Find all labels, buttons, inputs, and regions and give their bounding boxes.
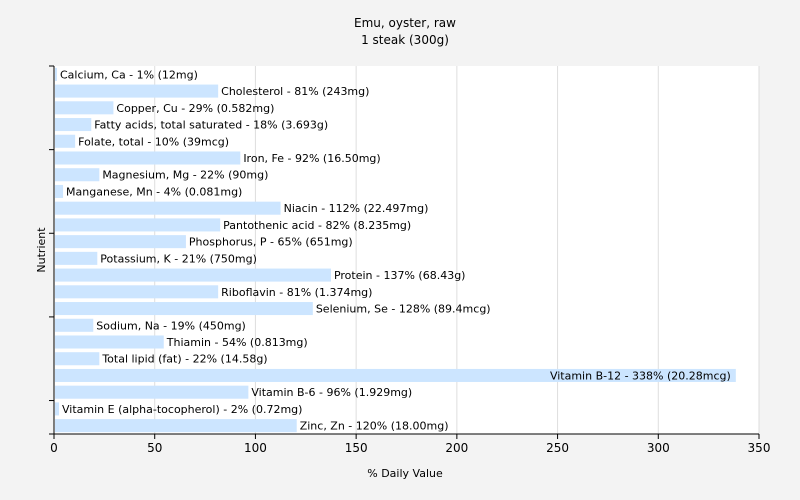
bar bbox=[55, 318, 94, 332]
bar-label: Iron, Fe - 92% (16.50mg) bbox=[243, 152, 380, 165]
x-tick-label: 200 bbox=[445, 441, 468, 455]
x-axis-ticks: 0 50 100 150 200 250 300 350 bbox=[50, 434, 770, 455]
bar bbox=[55, 67, 58, 81]
x-tick-label: 250 bbox=[546, 441, 569, 455]
bar bbox=[55, 134, 76, 148]
bar bbox=[55, 168, 100, 182]
bar bbox=[55, 352, 100, 366]
bar bbox=[55, 302, 313, 316]
bar-label: Cholesterol - 81% (243mg) bbox=[221, 85, 369, 98]
chart-title: Emu, oyster, raw bbox=[354, 16, 456, 30]
y-axis-ticks bbox=[49, 65, 54, 435]
bar-label: Phosphorus, P - 65% (651mg) bbox=[189, 236, 353, 249]
y-axis-label: Nutrient bbox=[35, 227, 48, 273]
bar bbox=[55, 251, 98, 265]
x-axis-label: % Daily Value bbox=[367, 467, 443, 480]
bar-label: Selenium, Se - 128% (89.4mcg) bbox=[316, 303, 491, 316]
bar-label: Copper, Cu - 29% (0.582mg) bbox=[116, 102, 274, 115]
bar bbox=[55, 235, 186, 249]
bars: Calcium, Ca - 1% (12mg) Cholesterol - 81%… bbox=[55, 67, 736, 433]
x-tick-label: 350 bbox=[748, 441, 771, 455]
bar-label: Vitamin B-12 - 338% (20.28mcg) bbox=[550, 369, 731, 382]
bar-label: Potassium, K - 21% (750mg) bbox=[100, 252, 257, 265]
bar bbox=[55, 268, 331, 282]
bar bbox=[55, 151, 241, 165]
bar bbox=[55, 118, 92, 132]
bar-label: Niacin - 112% (22.497mg) bbox=[284, 202, 429, 215]
x-tick-label: 0 bbox=[50, 441, 58, 455]
bar bbox=[55, 101, 114, 115]
bar bbox=[55, 184, 64, 198]
bar-label: Calcium, Ca - 1% (12mg) bbox=[60, 68, 198, 81]
bar-label: Vitamin B-6 - 96% (1.929mg) bbox=[251, 386, 412, 399]
bar-label: Riboflavin - 81% (1.374mg) bbox=[221, 286, 372, 299]
bar-label: Thiamin - 54% (0.813mg) bbox=[166, 336, 308, 349]
bar-label: Folate, total - 10% (39mcg) bbox=[78, 135, 229, 148]
bar-label: Sodium, Na - 19% (450mg) bbox=[96, 319, 246, 332]
bar-label: Manganese, Mn - 4% (0.081mg) bbox=[66, 185, 242, 198]
bar-label: Pantothenic acid - 82% (8.235mg) bbox=[223, 219, 411, 232]
bar bbox=[55, 335, 164, 349]
bar bbox=[55, 385, 249, 399]
bar bbox=[55, 419, 297, 433]
chart-subtitle: 1 steak (300g) bbox=[361, 33, 449, 47]
x-tick-label: 100 bbox=[244, 441, 267, 455]
bar bbox=[55, 368, 736, 382]
bar-label: Vitamin E (alpha-tocopherol) - 2% (0.72m… bbox=[62, 403, 302, 416]
bar-label: Total lipid (fat) - 22% (14.58g) bbox=[101, 353, 267, 366]
bar bbox=[55, 402, 60, 416]
bar-label: Magnesium, Mg - 22% (90mg) bbox=[102, 169, 268, 182]
x-tick-label: 50 bbox=[147, 441, 162, 455]
bar bbox=[55, 201, 281, 215]
x-tick-label: 150 bbox=[345, 441, 368, 455]
bar-label: Zinc, Zn - 120% (18.00mg) bbox=[300, 420, 449, 433]
bar bbox=[55, 84, 219, 98]
bar bbox=[55, 218, 221, 232]
bar-label: Fatty acids, total saturated - 18% (3.69… bbox=[94, 119, 328, 132]
bar-label: Protein - 137% (68.43g) bbox=[334, 269, 466, 282]
x-tick-label: 300 bbox=[647, 441, 670, 455]
bar bbox=[55, 285, 219, 299]
